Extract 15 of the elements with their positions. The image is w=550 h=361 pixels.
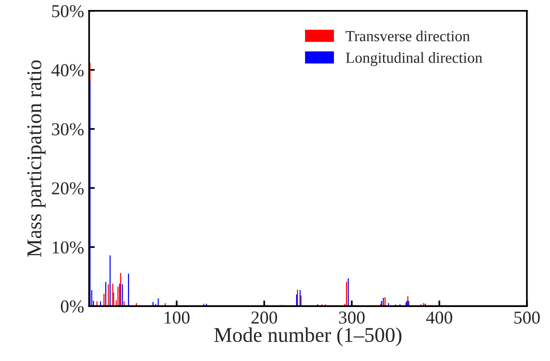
y-tick-label: 10% [52, 241, 84, 254]
x-tick-label: 300 [339, 312, 365, 324]
legend-label: Transverse direction [346, 30, 470, 42]
x-tick-label: 200 [251, 312, 278, 324]
y-tick-label: 40% [51, 64, 84, 76]
y-tick-label: 0% [60, 300, 84, 313]
x-tick-label: 500 [514, 312, 540, 324]
y-tick-label: 50% [52, 5, 84, 18]
y-tick-label: 30% [52, 123, 84, 136]
legend-label: Longitudinal direction [346, 52, 482, 66]
y-axis-title: Mass participation ratio [27, 60, 46, 257]
x-tick-label: 100 [164, 312, 190, 324]
x-tick-label: 400 [426, 312, 452, 324]
x-axis-title: Mode number (1–500) [214, 327, 402, 346]
y-tick-label: 20% [52, 182, 84, 195]
